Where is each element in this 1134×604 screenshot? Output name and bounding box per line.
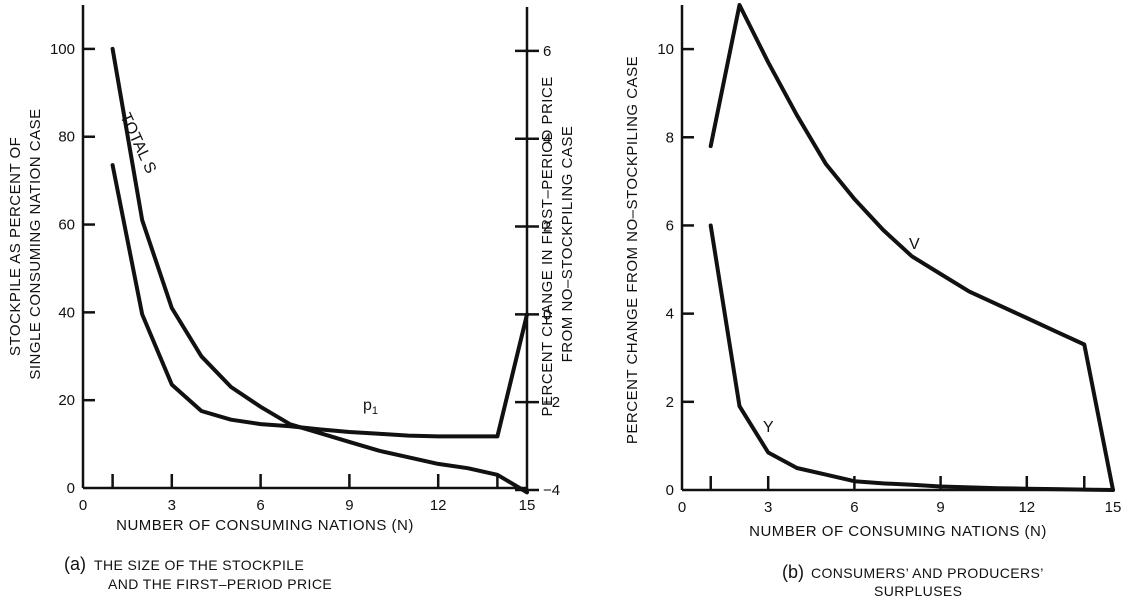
- panel-b-y-axis-title: PERCENT CHANGE FROM NO–STOCKPILING CASE: [624, 56, 641, 444]
- panel-b-ticks: 0 3 6 9 12 15 0 2 4 6 8 10: [657, 41, 1121, 516]
- panel-a-y-axis-title-line-2: SINGLE CONSUMING NATION CASE: [27, 108, 44, 379]
- b-x-tick-label: 0: [678, 499, 686, 516]
- a-y-tick-label: 60: [58, 217, 75, 234]
- panel-b-caption-line-2: SURPLUSES: [874, 583, 962, 599]
- panel-a-y2-axis-title-line-2: FROM NO–STOCKPILING CASE: [559, 126, 576, 363]
- panel-b-curve-label-y: Y: [763, 419, 774, 436]
- panel-b-chart: 0 3 6 9 12 15 0 2 4 6 8 10 V Y NUMBER OF CONSUMING …: [624, 5, 1121, 599]
- panel-b-caption-line-1: CONSUMERS’ AND PRODUCERS’: [811, 565, 1044, 581]
- a-x-tick-label: 6: [256, 497, 264, 514]
- a-y2-tick-label: −4: [543, 482, 560, 499]
- a-series-line-1: [113, 165, 527, 436]
- panel-b-caption-letter: (b): [782, 562, 804, 582]
- panel-a-curves: [113, 49, 527, 493]
- a-x-tick-label: 9: [345, 497, 353, 514]
- a-x-tick-label: 12: [430, 497, 447, 514]
- a-x-tick-label: 0: [79, 497, 87, 514]
- b-x-tick-label: 3: [764, 499, 772, 516]
- a-y-tick-label: 80: [58, 129, 75, 146]
- b-x-tick-label: 15: [1105, 499, 1122, 516]
- a-y-tick-label: 100: [50, 41, 75, 58]
- b-y-tick-label: 4: [666, 306, 674, 323]
- a-x-tick-label: 15: [519, 497, 536, 514]
- b-x-tick-label: 12: [1018, 499, 1035, 516]
- a-y-tick-label: 40: [58, 304, 75, 321]
- panel-a-caption-line-2: AND THE FIRST–PERIOD PRICE: [108, 576, 332, 592]
- b-y-tick-label: 2: [666, 394, 674, 411]
- a-series-line-0: [113, 49, 527, 493]
- panel-a-curve-label-total-s: TOTAL S: [116, 111, 159, 177]
- a-x-tick-label: 3: [168, 497, 176, 514]
- b-x-tick-label: 6: [850, 499, 858, 516]
- panel-a-y2-axis-title: PERCENT CHANGE IN FIRST–PERIOD PRICE FRO…: [539, 72, 576, 417]
- panel-a-curve-label-p1: p1: [363, 397, 378, 417]
- b-y-tick-label: 6: [666, 217, 674, 234]
- a-y-tick-label: 0: [67, 480, 75, 497]
- panel-a-caption-line-1: THE SIZE OF THE STOCKPILE: [94, 557, 304, 573]
- b-series-line-1: [711, 226, 1113, 491]
- panel-b-curve-label-v: V: [909, 236, 920, 253]
- b-y-tick-label: 10: [657, 41, 674, 58]
- panel-b-x-axis-title: NUMBER OF CONSUMING NATIONS (N): [749, 523, 1047, 540]
- a-y2-tick-label: 6: [543, 43, 551, 60]
- b-y-tick-label: 8: [666, 129, 674, 146]
- b-y-tick-label: 0: [666, 482, 674, 499]
- b-x-tick-label: 9: [936, 499, 944, 516]
- panel-a-x-axis-title: NUMBER OF CONSUMING NATIONS (N): [116, 517, 414, 534]
- panel-a-y-axis-title-line-1: STOCKPILE AS PERCENT OF: [7, 137, 24, 356]
- panel-a-y-axis-title: STOCKPILE AS PERCENT OF SINGLE CONSUMING…: [7, 108, 44, 379]
- a-y-tick-label: 20: [58, 392, 75, 409]
- p1-subscript: 1: [372, 405, 378, 417]
- panel-a-caption-letter: (a): [64, 554, 86, 574]
- panel-a-y2-axis-title-line-1: PERCENT CHANGE IN FIRST–PERIOD PRICE: [539, 76, 556, 416]
